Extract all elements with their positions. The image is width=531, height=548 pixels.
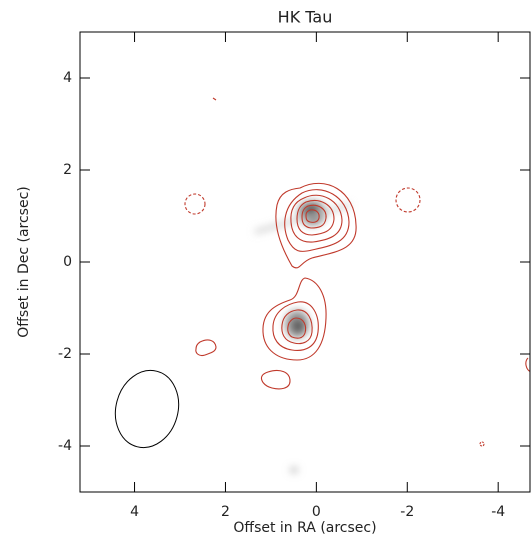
chart-title: HK Tau — [278, 8, 333, 27]
beam — [107, 363, 187, 454]
contours — [185, 98, 531, 446]
y-tick-label: -4 — [58, 438, 72, 454]
y-axis-label: Offset in Dec (arcsec) — [16, 186, 32, 338]
x-axis-label: Offset in RA (arcsec) — [233, 520, 376, 536]
x-tick-label: 4 — [130, 504, 139, 520]
y-tick-label: -2 — [58, 346, 72, 362]
y-tick-label: 0 — [63, 254, 72, 270]
y-tick-label: 4 — [63, 70, 72, 86]
x-tick-label: -2 — [400, 504, 414, 520]
x-tick-label: 0 — [312, 504, 321, 520]
chart: HK Tau Offset in RA (arcsec) Offset in D… — [0, 0, 531, 544]
x-tick-label: 2 — [221, 504, 230, 520]
image — [107, 98, 531, 473]
x-tick-label: -4 — [491, 504, 505, 520]
y-tick-label: 2 — [63, 162, 72, 178]
